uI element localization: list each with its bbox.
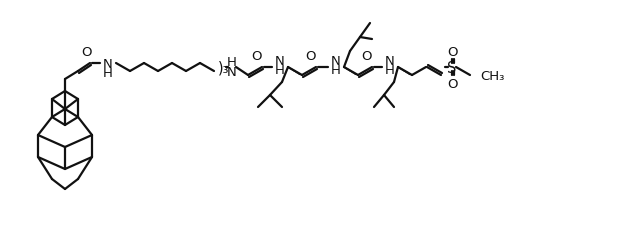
Text: N: N xyxy=(275,54,285,67)
Text: N: N xyxy=(385,54,395,67)
Text: O: O xyxy=(251,49,261,62)
Text: H: H xyxy=(103,66,113,79)
Text: H: H xyxy=(227,55,237,68)
Text: H: H xyxy=(331,63,341,76)
Text: O: O xyxy=(305,49,316,62)
Text: O: O xyxy=(361,49,371,62)
Text: O: O xyxy=(448,45,458,58)
Text: O: O xyxy=(448,77,458,90)
Text: N: N xyxy=(331,54,341,67)
Text: S: S xyxy=(447,60,457,75)
Text: H: H xyxy=(275,63,285,76)
Text: N: N xyxy=(227,65,237,78)
Text: )₃: )₃ xyxy=(218,60,230,75)
Text: H: H xyxy=(385,63,395,76)
Text: N: N xyxy=(103,57,113,70)
Text: O: O xyxy=(81,45,92,58)
Text: CH₃: CH₃ xyxy=(480,69,504,82)
